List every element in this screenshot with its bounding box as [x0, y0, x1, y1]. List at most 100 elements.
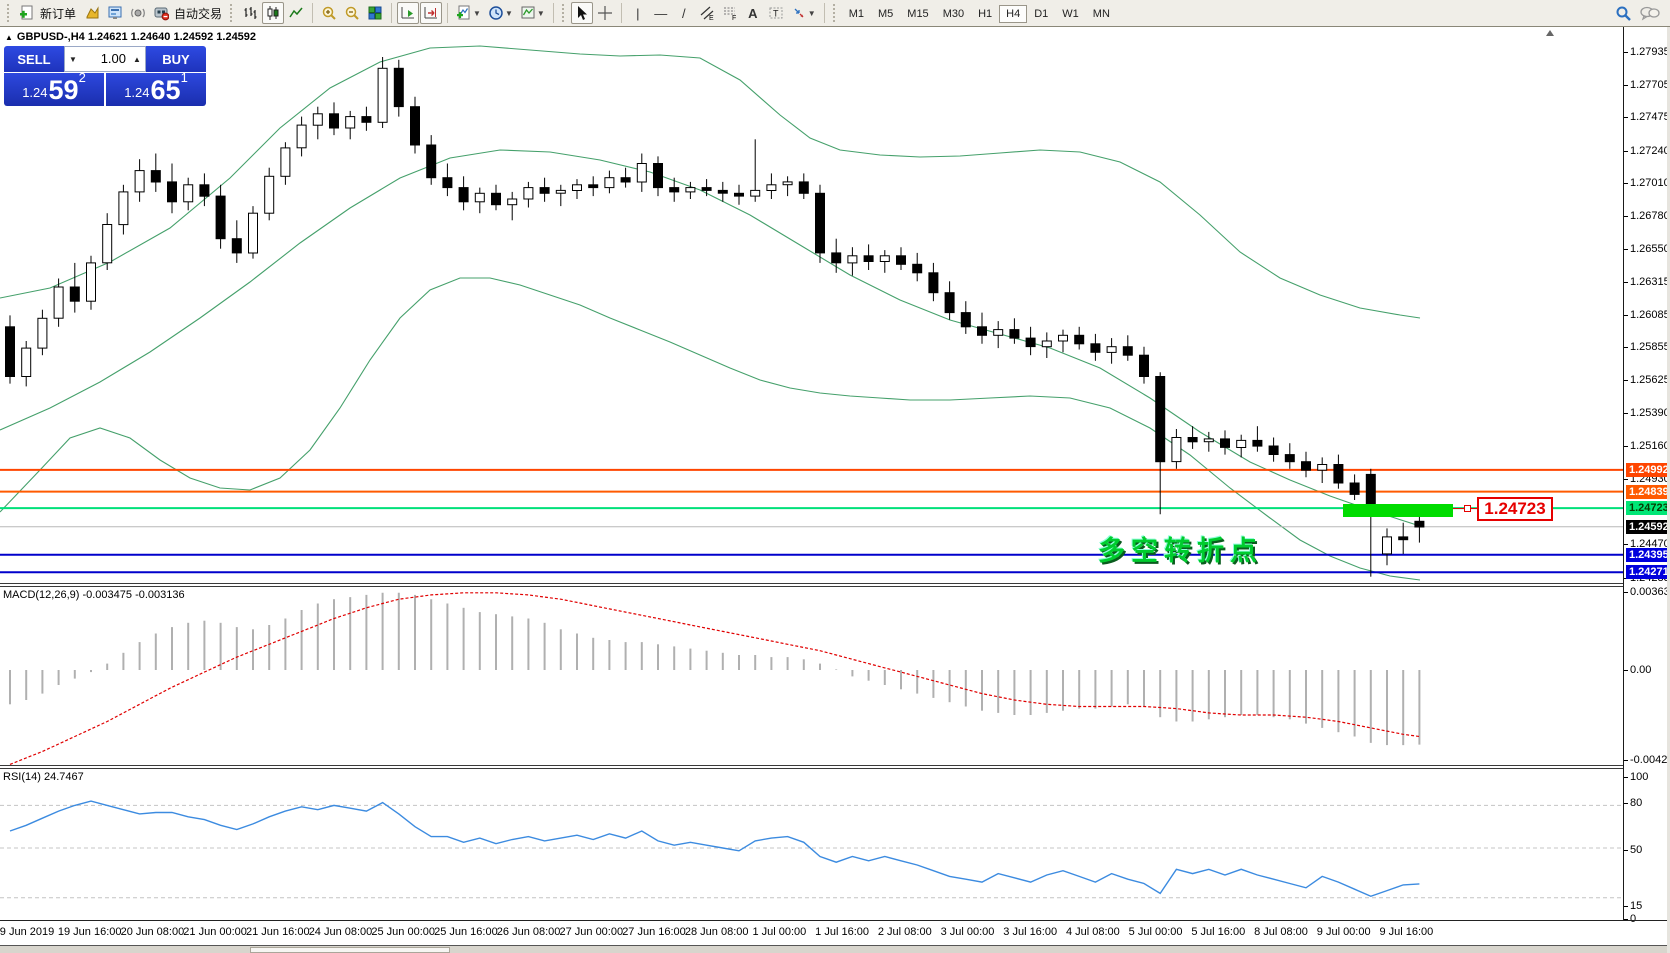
toolbar-grip[interactable] — [230, 4, 235, 22]
sell-price-display[interactable]: 1.24 59 2 — [4, 70, 104, 106]
candle-body — [1284, 454, 1295, 463]
sell-button[interactable]: SELL — [4, 46, 64, 72]
chevron-down-icon: ▼ — [473, 8, 481, 18]
auto-trading-label[interactable]: 自动交易 — [174, 6, 223, 21]
rsi-tick-50: 50 — [1630, 844, 1643, 856]
rsi-indicator-label: RSI(14) 24.7467 — [3, 771, 84, 783]
toolbar-grip[interactable] — [7, 4, 12, 22]
candle-body — [1155, 376, 1166, 463]
timeframe-button-M15[interactable]: M15 — [907, 8, 929, 20]
volume-input[interactable]: 1.00 — [100, 51, 126, 66]
buy-price-display[interactable]: 1.24 65 1 — [106, 70, 206, 106]
fibonacci-tool-button[interactable]: F — [719, 2, 741, 24]
profiles-button[interactable] — [81, 2, 103, 24]
bollinger-upper-band — [0, 45, 1421, 319]
indicators-button[interactable]: ▼ — [453, 2, 484, 24]
trendline-tool-button[interactable]: / — [673, 2, 695, 24]
price-axis[interactable]: 1.27935 1.27705 1.27475 1.27240 1.27010 1.267… — [1623, 27, 1670, 925]
toolbar-grip[interactable] — [832, 4, 838, 22]
crosshair-tool-button[interactable] — [594, 2, 616, 24]
main-price-chart[interactable] — [0, 28, 1623, 583]
chart-shift-button[interactable] — [420, 2, 443, 24]
text-icon: A — [748, 5, 758, 21]
candle-body — [231, 238, 242, 254]
tile-windows-button[interactable] — [364, 2, 386, 24]
volume-control: ▼ 1.00 ▲ — [64, 46, 146, 72]
market-watch-button[interactable] — [104, 2, 126, 24]
scrollbar-thumb[interactable] — [250, 947, 450, 953]
auto-scroll-button[interactable] — [397, 2, 420, 24]
timeframe-button-M30[interactable]: M30 — [942, 8, 965, 20]
macd-panel[interactable] — [0, 587, 1623, 765]
candle-body — [1106, 346, 1117, 353]
zoom-in-icon — [322, 6, 336, 20]
timeframe-button-MN[interactable]: MN — [1092, 8, 1110, 20]
label-tool-button[interactable]: T — [765, 2, 787, 24]
timeframe-button-H1[interactable]: H1 — [978, 8, 993, 20]
chat-icon[interactable] — [1640, 5, 1660, 21]
price-tick-1.25625: 1.25625 — [1630, 374, 1670, 387]
price-tick-1.26780: 1.26780 — [1630, 210, 1670, 222]
price-tag-anchor[interactable] — [1464, 505, 1471, 512]
toolbar-separator — [312, 3, 314, 23]
vertical-line-tool-button[interactable]: | — [627, 2, 649, 24]
time-label: 20 Jun 08:00 — [120, 926, 185, 938]
price-tick-1.24470: 1.24470 — [1630, 538, 1670, 551]
horizontal-line-tool-button[interactable]: — — [650, 2, 672, 24]
candle-body — [474, 192, 485, 203]
search-icon[interactable] — [1615, 5, 1632, 22]
candle-body — [555, 189, 566, 194]
time-label: 1 Jul 00:00 — [752, 926, 807, 938]
periods-button[interactable]: ▼ — [485, 2, 516, 24]
turning-point-annotation[interactable]: 多空转折点 — [1098, 536, 1263, 566]
horizontal-scrollbar[interactable] — [0, 945, 1670, 953]
timeframe-button-M1[interactable]: M1 — [848, 8, 864, 20]
template-icon — [521, 6, 535, 19]
cursor-tool-button[interactable] — [570, 2, 593, 24]
volume-increase-button[interactable]: ▲ — [129, 47, 145, 71]
candlestick-chart-type-button[interactable] — [262, 2, 285, 24]
new-order-label[interactable]: 新订单 — [40, 6, 77, 21]
label-letter: T — [773, 9, 779, 19]
timeframe-button-D1[interactable]: D1 — [1034, 8, 1049, 20]
candle-body — [701, 187, 712, 191]
time-label: 21 Jun 16:00 — [245, 926, 310, 938]
candlestick-icon — [267, 6, 279, 20]
chevron-down-icon: ▼ — [536, 8, 545, 18]
candle-body — [815, 192, 825, 254]
rsi-panel[interactable] — [0, 769, 1623, 920]
panel-separator[interactable] — [0, 765, 1623, 769]
chart-shift-marker[interactable] — [1546, 30, 1554, 36]
zoom-in-button[interactable] — [318, 2, 340, 24]
time-axis[interactable]: 9 Jun 2019 19 Jun 16:00 20 Jun 08:00 21 Jun… — [0, 922, 1670, 944]
candle-body — [1268, 445, 1279, 455]
new-order-button[interactable] — [16, 2, 38, 24]
timeframe-button-M5[interactable]: M5 — [878, 8, 894, 20]
channel-tool-button[interactable]: E — [696, 2, 718, 24]
price-tag-label[interactable]: 1.24723 — [1477, 497, 1553, 521]
alerts-button[interactable] — [127, 2, 149, 24]
price-tick-1.26550: 1.26550 — [1630, 242, 1670, 255]
panel-separator[interactable] — [0, 583, 1623, 587]
volume-decrease-button[interactable]: ▼ — [65, 47, 81, 71]
candle-body — [264, 175, 275, 214]
auto-trading-button[interactable] — [150, 2, 172, 24]
text-tool-button[interactable]: A — [742, 2, 764, 24]
line-chart-icon — [289, 7, 303, 18]
zoom-out-button[interactable] — [341, 2, 363, 24]
buy-button[interactable]: BUY — [146, 46, 206, 72]
time-label: 28 Jun 08:00 — [684, 926, 749, 938]
arrows-tool-button[interactable]: ▼ — [788, 2, 819, 24]
time-label: 9 Jun 2019 — [0, 926, 55, 938]
bar-chart-type-button[interactable] — [239, 2, 261, 24]
collapse-arrow-icon[interactable]: ▲ — [5, 33, 13, 42]
timeframe-button-W1[interactable]: W1 — [1062, 8, 1079, 20]
line-chart-type-button[interactable] — [285, 2, 307, 24]
highlight-rectangle[interactable] — [1343, 504, 1453, 517]
one-click-trading-panel: SELL ▼ 1.00 ▲ BUY 1.24 59 2 1.24 65 1 — [4, 46, 206, 106]
price-tick-1.27240: 1.27240 — [1630, 144, 1670, 157]
templates-button[interactable]: ▼ — [517, 2, 548, 24]
toolbar-grip[interactable] — [561, 4, 567, 22]
timeframe-button-H4[interactable]: H4 — [999, 5, 1028, 23]
cursor-icon — [577, 6, 587, 20]
